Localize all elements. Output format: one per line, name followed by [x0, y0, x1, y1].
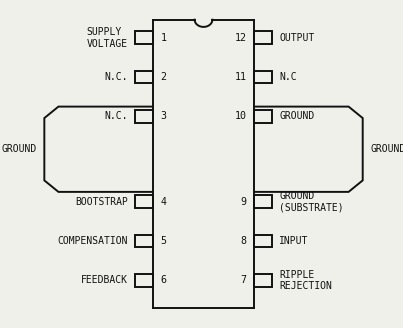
Text: 8: 8 — [241, 236, 247, 246]
Text: COMPENSATION: COMPENSATION — [57, 236, 128, 246]
Text: GROUND: GROUND — [1, 144, 36, 154]
Text: 6: 6 — [160, 276, 166, 285]
Text: GROUND: GROUND — [371, 144, 403, 154]
Text: BOOTSTRAP: BOOTSTRAP — [75, 197, 128, 207]
Text: 9: 9 — [241, 197, 247, 207]
Text: INPUT: INPUT — [279, 236, 309, 246]
Text: 11: 11 — [235, 72, 247, 82]
Text: 4: 4 — [160, 197, 166, 207]
Text: 1: 1 — [160, 33, 166, 43]
Text: FEEDBACK: FEEDBACK — [81, 276, 128, 285]
Text: 12: 12 — [235, 33, 247, 43]
Text: 7: 7 — [241, 276, 247, 285]
Text: SUPPLY
VOLTAGE: SUPPLY VOLTAGE — [87, 27, 128, 49]
Text: 5: 5 — [160, 236, 166, 246]
Text: N.C.: N.C. — [104, 112, 128, 121]
Text: GROUND: GROUND — [279, 112, 314, 121]
Text: OUTPUT: OUTPUT — [279, 33, 314, 43]
Text: 3: 3 — [160, 112, 166, 121]
Text: 2: 2 — [160, 72, 166, 82]
Text: 10: 10 — [235, 112, 247, 121]
Text: N.C: N.C — [279, 72, 297, 82]
Text: GROUND
(SUBSTRATE): GROUND (SUBSTRATE) — [279, 191, 344, 213]
Text: RIPPLE
REJECTION: RIPPLE REJECTION — [279, 270, 332, 291]
Text: N.C.: N.C. — [104, 72, 128, 82]
